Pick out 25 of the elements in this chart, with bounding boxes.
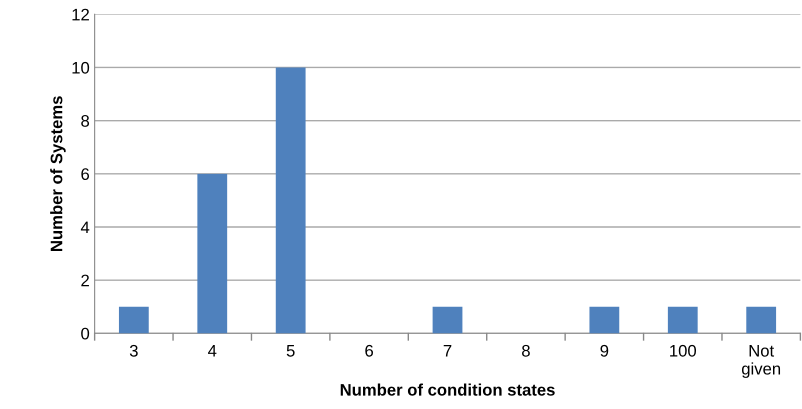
y-axis-title: Number of Systems — [50, 96, 66, 251]
y-tick-label: 6 — [81, 168, 90, 180]
bar — [589, 306, 620, 334]
x-axis-title: Number of condition states — [340, 383, 555, 396]
y-tick-label: 2 — [81, 274, 89, 286]
x-tick-label: 4 — [208, 345, 216, 357]
bar — [668, 306, 698, 334]
y-tick-label: 0 — [81, 328, 90, 340]
x-tick-label: 7 — [444, 345, 452, 357]
bar — [276, 67, 306, 334]
y-tick-label: 8 — [81, 115, 90, 127]
y-tick-label: 4 — [80, 222, 90, 234]
x-tick-label: 5 — [286, 345, 295, 357]
x-tick-label: 100 — [670, 344, 696, 357]
y-tick-label: 10 — [72, 62, 90, 74]
bar — [432, 306, 462, 334]
x-tick-label: 8 — [522, 344, 530, 357]
x-tick-label: 6 — [365, 344, 373, 357]
bar — [197, 174, 228, 334]
x-tick-label: 3 — [130, 344, 138, 357]
x-tick-label: Not given — [742, 345, 780, 378]
bar — [746, 306, 776, 334]
bar — [118, 306, 149, 334]
x-tick-label: 9 — [600, 344, 608, 357]
y-tick-label: 12 — [72, 8, 89, 20]
